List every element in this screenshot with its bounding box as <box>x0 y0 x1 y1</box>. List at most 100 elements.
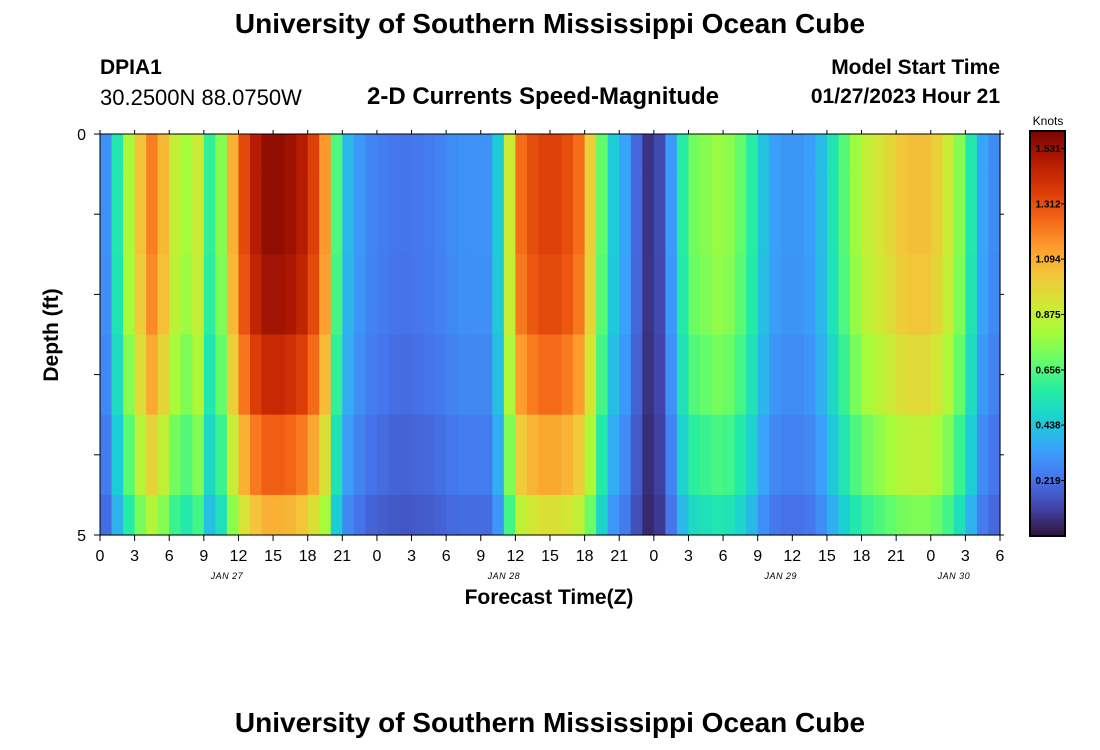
heatmap-cell <box>134 254 147 336</box>
heatmap-cell <box>319 334 332 416</box>
heatmap-cell <box>676 414 690 496</box>
heatmap-cell <box>988 254 1001 336</box>
heatmap-cell <box>757 134 770 175</box>
heatmap-cell <box>896 414 909 496</box>
heatmap-cell <box>884 494 897 536</box>
y-axis-title: Depth (ft) <box>40 288 63 381</box>
heatmap-cell <box>769 254 782 336</box>
heatmap-cell <box>376 414 390 496</box>
heatmap-cell <box>907 174 920 255</box>
heatmap-cell <box>296 334 309 416</box>
heatmap-cell <box>492 494 505 536</box>
colorbar: 1.531 1.312 1.094 0.875 0.656 0.438 0.219 <box>1029 130 1066 537</box>
heatmap-cell <box>157 174 170 255</box>
heatmap-cell <box>988 494 1001 536</box>
heatmap-cell <box>157 334 170 416</box>
heatmap-cell <box>157 134 170 175</box>
heatmap-cell <box>711 494 724 536</box>
heatmap-cell <box>896 134 909 175</box>
heatmap-cell <box>907 494 920 536</box>
heatmap-cell <box>503 134 516 175</box>
heatmap-cell <box>261 494 274 536</box>
x-tick-label: 18 <box>576 548 594 565</box>
heatmap-cell <box>446 174 459 255</box>
heatmap-cell <box>319 414 332 496</box>
heatmap-cell <box>238 414 251 496</box>
heatmap-cell <box>353 254 366 336</box>
heatmap-cell <box>330 134 343 175</box>
heatmap-cell <box>434 134 447 175</box>
heatmap-cell <box>123 494 136 536</box>
heatmap-cell <box>746 254 759 336</box>
heatmap-cell <box>630 254 643 336</box>
heatmap-cell <box>503 254 516 336</box>
heatmap-cell <box>273 254 286 336</box>
x-tick-label: 3 <box>130 548 139 565</box>
x-tick-label: 15 <box>541 548 559 565</box>
heatmap-cell <box>330 334 343 416</box>
heatmap-cell <box>180 334 193 416</box>
heatmap-cell <box>653 174 666 255</box>
heatmap-cell <box>723 494 736 536</box>
heatmap-cell <box>792 414 805 496</box>
heatmap-cell <box>134 414 147 496</box>
heatmap-cell <box>619 254 632 336</box>
heatmap-cell <box>676 494 690 536</box>
heatmap-cell <box>123 174 136 255</box>
heatmap-cell <box>538 134 551 175</box>
heatmap-cell <box>942 134 955 175</box>
date-label: JAN 28 <box>487 571 521 581</box>
heatmap-cell <box>226 494 240 536</box>
heatmap-cell <box>492 254 505 336</box>
heatmap-cell <box>826 134 840 175</box>
x-tick-label: 18 <box>299 548 317 565</box>
heatmap-cell <box>711 254 724 336</box>
heatmap-cell <box>965 334 978 416</box>
heatmap-cell <box>515 334 528 416</box>
heatmap-cell <box>480 494 493 536</box>
heatmap-cell <box>100 174 113 255</box>
heatmap-cell <box>976 494 990 536</box>
heatmap-cell <box>919 334 932 416</box>
heatmap-cell <box>526 134 540 175</box>
heatmap-cell <box>838 254 851 336</box>
heatmap-cell <box>873 134 886 175</box>
heatmap-cell <box>123 254 136 336</box>
heatmap-cell <box>238 254 251 336</box>
heatmap-cell <box>653 494 666 536</box>
x-tick-label: 15 <box>264 548 282 565</box>
heatmap-cell <box>884 134 897 175</box>
colorbar-frame <box>1029 130 1066 537</box>
heatmap-cell <box>180 134 193 175</box>
heatmap-cell <box>169 174 182 255</box>
heatmap-cell <box>815 134 828 175</box>
heatmap-cell <box>203 134 216 175</box>
x-tick-label: 12 <box>783 548 801 565</box>
heatmap-cell <box>111 254 124 336</box>
heatmap-cell <box>400 494 413 536</box>
x-tick-label: 21 <box>333 548 351 565</box>
heatmap-cell <box>457 134 470 175</box>
heatmap-cell <box>526 334 540 416</box>
heatmap-cell <box>330 494 343 536</box>
heatmap-cell <box>169 334 182 416</box>
heatmap-cell <box>965 494 978 536</box>
x-tick-label: 6 <box>165 548 174 565</box>
x-tick-label: 3 <box>961 548 970 565</box>
heatmap-cell <box>953 174 966 255</box>
heatmap-cell <box>353 174 366 255</box>
heatmap-cell <box>930 334 943 416</box>
heatmap-cell <box>723 254 736 336</box>
heatmap-cell <box>250 494 263 536</box>
heatmap-cell <box>700 254 713 336</box>
heatmap-cell <box>423 174 436 255</box>
heatmap-cell <box>226 254 240 336</box>
heatmap-cell <box>480 334 493 416</box>
x-tick-label: 9 <box>753 548 762 565</box>
heatmap-cell <box>307 174 320 255</box>
heatmap-cell <box>319 134 332 175</box>
heatmap-cell <box>226 414 240 496</box>
heatmap-cell <box>873 334 886 416</box>
heatmap-cell <box>584 334 597 416</box>
